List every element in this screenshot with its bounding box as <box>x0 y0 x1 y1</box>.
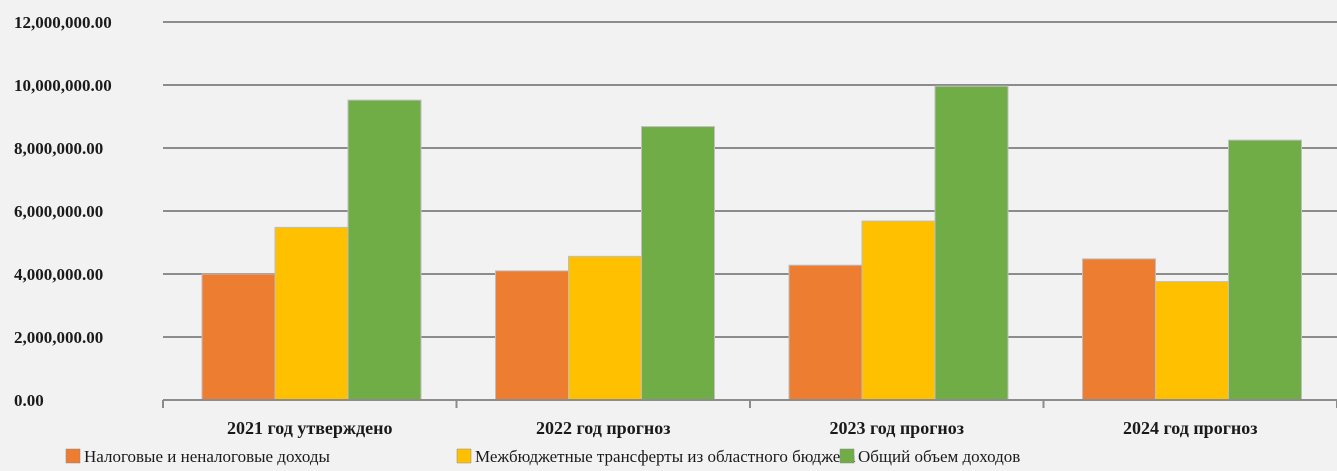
x-category-label: 2024 год прогноз <box>1123 418 1257 438</box>
y-tick-label: 6,000,000.00 <box>14 202 103 221</box>
bar <box>201 273 276 401</box>
bar <box>274 226 349 401</box>
bar <box>788 264 863 401</box>
y-tick-label: 8,000,000.00 <box>14 139 103 158</box>
x-category-label: 2021 год утверждено <box>227 418 392 438</box>
bar <box>1082 258 1156 401</box>
y-tick-label: 2,000,000.00 <box>14 328 103 347</box>
x-axis: 2021 год утверждено 2022 год прогноз 2023 … <box>162 399 1337 438</box>
bar <box>568 255 642 401</box>
y-tick-label: 4,000,000.00 <box>14 265 103 284</box>
legend-label: Межбюджетные трансферты из областного бю… <box>475 447 856 466</box>
legend: Налоговые и неналоговые доходы Межбюджетн… <box>65 447 1020 466</box>
bar <box>1155 281 1229 401</box>
bar <box>934 85 1009 401</box>
bar <box>495 270 569 401</box>
bar <box>641 126 715 401</box>
bar <box>861 220 936 401</box>
y-tick-label: 10,000,000.00 <box>14 76 112 95</box>
legend-label: Общий объем доходов <box>858 447 1020 466</box>
legend-swatch <box>456 448 472 464</box>
x-category-label: 2022 год прогноз <box>536 418 670 438</box>
y-tick-label: 12,000,000.00 <box>14 13 112 32</box>
bar <box>347 99 422 401</box>
legend-label: Налоговые и неналоговые доходы <box>84 447 331 466</box>
legend-swatch <box>839 448 855 464</box>
bars <box>201 85 1302 401</box>
legend-swatch <box>65 448 81 464</box>
x-category-label: 2023 год прогноз <box>830 418 964 438</box>
bar <box>1228 139 1302 401</box>
y-tick-label: 0.00 <box>14 391 44 410</box>
y-axis-tick-labels: 0.00 2,000,000.00 4,000,000.00 6,000,000.00… <box>14 13 112 410</box>
